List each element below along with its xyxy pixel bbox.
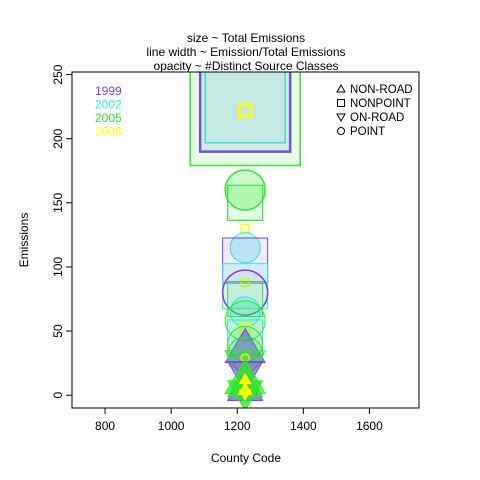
circle-icon xyxy=(337,127,345,135)
legend-year-1999: 1999 xyxy=(95,84,122,98)
legend-year-2005: 2005 xyxy=(95,111,122,125)
y-tick-label: 100 xyxy=(51,257,65,277)
point-2005-nonpoint xyxy=(189,72,301,167)
point-2005-point xyxy=(224,169,266,211)
point-2008-non-road xyxy=(238,372,252,385)
point-2008-nonpoint xyxy=(237,103,253,118)
x-tick-label: 1200 xyxy=(224,419,251,433)
data-points xyxy=(189,72,301,408)
title-line-1: size ~ Total Emissions xyxy=(187,31,305,45)
point-2002-point xyxy=(229,232,261,264)
triangle-down-icon xyxy=(336,113,346,123)
x-tick-label: 800 xyxy=(95,419,115,433)
point-2008-nonpoint xyxy=(240,223,250,234)
x-tick-label: 1400 xyxy=(290,419,317,433)
y-tick-label: 200 xyxy=(51,128,65,148)
chart-title: size ~ Total Emissions line width ~ Emis… xyxy=(146,31,345,73)
point-2005-nonpoint xyxy=(227,184,264,221)
y-tick-label: 50 xyxy=(51,324,65,338)
legend-type-label: ON-ROAD xyxy=(350,112,404,124)
x-tick-label: 1000 xyxy=(158,419,185,433)
legend-type-label: NONPOINT xyxy=(350,98,411,110)
x-axis: 800 1000 1200 1400 1600 xyxy=(95,408,383,433)
title-line-3: opacity ~ #Distinct Source Classes xyxy=(153,59,338,73)
point-2008-on-road xyxy=(238,389,252,401)
legend-year-2008: 2008 xyxy=(95,125,122,139)
y-tick-label: 250 xyxy=(51,64,65,84)
title-line-2: line width ~ Emission/Total Emissions xyxy=(146,45,345,59)
y-tick-label: 150 xyxy=(51,192,65,212)
point-2002-nonpoint xyxy=(204,72,286,144)
point-2008-nonpoint xyxy=(240,277,250,288)
x-axis-label: County Code xyxy=(211,451,281,465)
legend-types: NON-ROAD NONPOINT ON-ROAD POINT xyxy=(336,83,413,138)
legend-type-label: POINT xyxy=(350,126,385,138)
x-tick-label: 1600 xyxy=(356,419,383,433)
triangle-up-icon xyxy=(336,83,346,93)
square-icon xyxy=(337,99,345,107)
point-1999-nonpoint xyxy=(198,72,292,153)
y-axis-label: Emissions xyxy=(17,213,31,268)
y-axis: 0 50 100 150 200 250 xyxy=(51,64,72,399)
point-2005-nonpoint xyxy=(227,280,264,317)
y-tick-label: 0 xyxy=(51,392,65,399)
legend-year-2002: 2002 xyxy=(95,98,122,112)
plot-frame xyxy=(71,71,420,409)
legend-type-label: NON-ROAD xyxy=(350,84,413,96)
